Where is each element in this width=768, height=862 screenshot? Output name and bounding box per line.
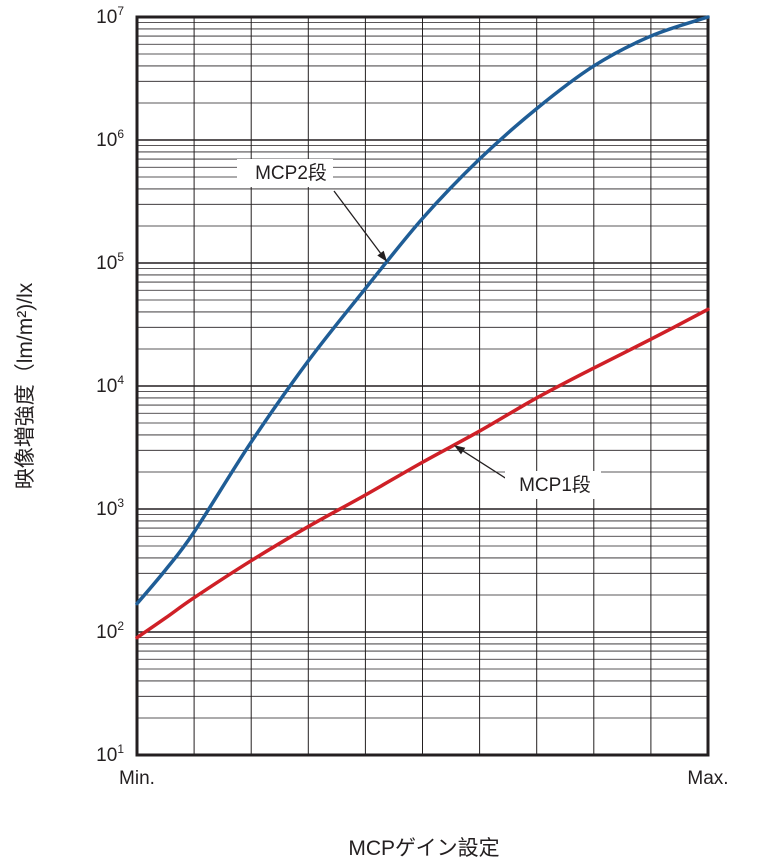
y-tick-label: 101 bbox=[96, 742, 124, 766]
series-layer bbox=[135, 15, 710, 640]
grid bbox=[137, 17, 708, 755]
label-arrowhead bbox=[453, 445, 466, 455]
y-tick-label: 102 bbox=[96, 619, 124, 643]
y-tick-label: 106 bbox=[96, 127, 124, 151]
plot-frame bbox=[135, 15, 710, 757]
label-arrowhead bbox=[377, 250, 388, 262]
label-leader-line bbox=[462, 450, 511, 482]
series-line-2 bbox=[135, 307, 710, 640]
tick-layer: 101 102 103 104 105 106 107 Min. Max. bbox=[96, 4, 728, 789]
y-tick-label: 103 bbox=[96, 496, 124, 520]
label-leader-line bbox=[333, 190, 382, 254]
series-line-1 bbox=[135, 15, 710, 606]
series-label-2: MCP1段 bbox=[519, 474, 591, 496]
callout-layer: MCP2段 MCP1段 bbox=[237, 159, 601, 499]
series-label-bg bbox=[505, 471, 601, 499]
y-tick-label: 104 bbox=[96, 373, 124, 397]
x-axis-title: MCPゲイン設定 bbox=[348, 837, 499, 860]
series-label-bg bbox=[237, 159, 333, 187]
series-label-1: MCP2段 bbox=[255, 162, 327, 184]
x-tick-label: Min. bbox=[119, 768, 155, 789]
y-axis-title: 映像増強度（lm/m²)/lx bbox=[14, 282, 37, 489]
x-tick-label: Max. bbox=[687, 768, 728, 789]
y-tick-label: 105 bbox=[96, 250, 124, 274]
y-tick-label: 107 bbox=[96, 4, 124, 28]
